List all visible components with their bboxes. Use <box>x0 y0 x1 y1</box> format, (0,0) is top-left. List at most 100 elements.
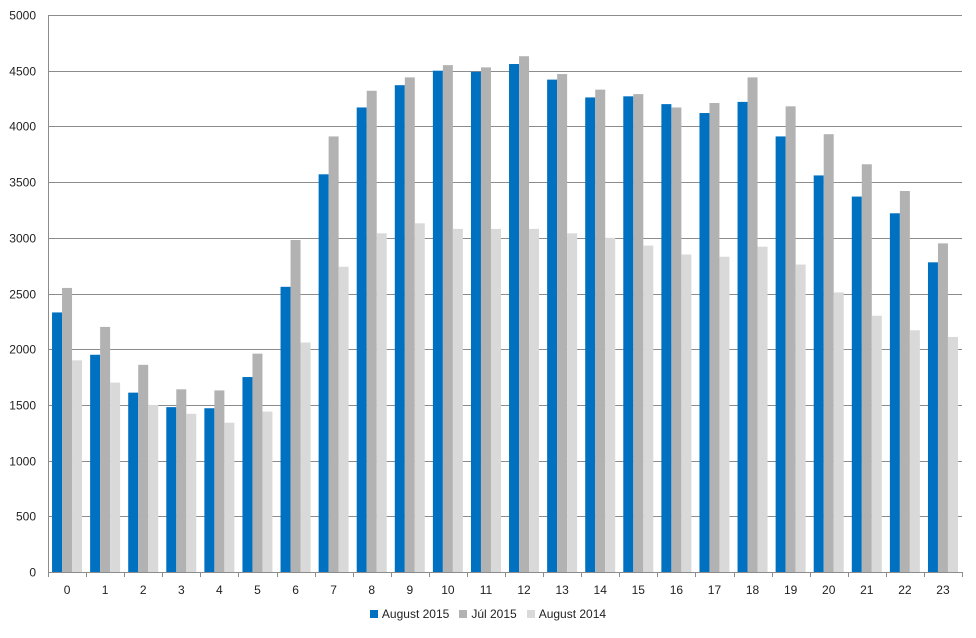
y-tick-label: 1500 <box>9 399 36 413</box>
bar <box>252 353 263 572</box>
bar <box>719 256 730 572</box>
bar <box>366 90 377 572</box>
bar <box>62 287 73 572</box>
bar <box>775 136 786 572</box>
bar <box>851 196 862 572</box>
y-tick-label: 4500 <box>9 65 36 79</box>
x-tick-label: 20 <box>822 583 836 597</box>
y-tick-label: 1000 <box>9 455 36 469</box>
bar <box>100 326 111 572</box>
bar <box>633 94 644 573</box>
bar <box>166 407 177 572</box>
x-tick-label: 18 <box>746 583 760 597</box>
legend-item: Júl 2015 <box>459 607 517 621</box>
bar <box>947 336 958 572</box>
x-tick-label: 15 <box>632 583 646 597</box>
bar <box>490 228 501 572</box>
bar <box>681 254 692 572</box>
bar <box>52 312 63 572</box>
x-tick-label: 6 <box>292 583 299 597</box>
bar <box>138 364 149 572</box>
bar <box>557 74 568 573</box>
y-tick-label: 500 <box>16 510 36 524</box>
bar <box>737 101 748 572</box>
y-tick-label: 4000 <box>9 120 36 134</box>
x-tick-label: 10 <box>441 583 455 597</box>
bar <box>176 389 187 572</box>
bar <box>186 413 197 572</box>
bar <box>927 262 938 572</box>
x-tick-label: 2 <box>140 583 147 597</box>
y-tick-label: 5000 <box>9 9 36 23</box>
bar <box>785 106 796 573</box>
legend-label: August 2015 <box>381 607 450 621</box>
bar <box>709 103 720 573</box>
bar <box>480 67 491 572</box>
bar <box>833 292 844 572</box>
bar <box>394 85 405 572</box>
legend-item: August 2014 <box>526 607 607 621</box>
y-tick-label: 2500 <box>9 288 36 302</box>
bar <box>671 107 682 572</box>
bar <box>747 77 758 572</box>
bar <box>529 228 540 572</box>
bar <box>128 392 139 572</box>
bar <box>567 233 578 572</box>
bar <box>262 411 273 572</box>
bar <box>937 243 948 572</box>
bar <box>442 65 453 572</box>
x-tick-label: 3 <box>178 583 185 597</box>
bar <box>757 246 768 572</box>
x-tick-label: 0 <box>64 583 71 597</box>
bar <box>470 71 481 573</box>
x-tick-label: 19 <box>784 583 798 597</box>
bar <box>356 107 367 572</box>
bar <box>452 228 463 572</box>
bar <box>404 77 415 572</box>
chart-legend: August 2015 Júl 2015 August 2014 <box>0 607 976 621</box>
bar <box>795 264 806 572</box>
y-tick-label: 3000 <box>9 232 36 246</box>
x-tick-label: 12 <box>517 583 531 597</box>
x-tick-label: 8 <box>368 583 375 597</box>
y-tick-label: 2000 <box>9 343 36 357</box>
bar <box>376 233 387 572</box>
bar <box>300 342 311 572</box>
bar <box>280 286 291 572</box>
bar <box>519 56 530 572</box>
x-tick-label: 7 <box>330 583 337 597</box>
bar <box>643 245 654 572</box>
bar <box>72 360 83 572</box>
x-tick-label: 5 <box>254 583 261 597</box>
y-tick-label: 3500 <box>9 176 36 190</box>
bar <box>823 134 834 572</box>
bar <box>699 113 710 573</box>
bar <box>813 175 824 572</box>
bar <box>861 164 872 572</box>
legend-swatch <box>526 610 535 618</box>
bar <box>595 89 606 572</box>
bar <box>214 390 225 572</box>
bar <box>623 96 634 573</box>
legend-swatch <box>369 610 378 618</box>
x-tick-label: 13 <box>555 583 569 597</box>
x-tick-label: 22 <box>898 583 912 597</box>
x-tick-label: 23 <box>936 583 950 597</box>
x-tick-label: 4 <box>216 583 223 597</box>
bar <box>432 70 443 572</box>
bar <box>547 79 558 572</box>
legend-swatch <box>459 610 468 618</box>
x-tick-label: 17 <box>708 583 722 597</box>
bar <box>909 330 920 572</box>
x-tick-label: 14 <box>594 583 608 597</box>
y-tick-label: 0 <box>29 566 36 580</box>
bar <box>290 240 301 572</box>
bar <box>661 104 672 573</box>
legend-label: August 2014 <box>538 607 607 621</box>
bar <box>242 377 253 572</box>
bar <box>871 315 882 572</box>
x-tick-label: 21 <box>860 583 874 597</box>
bar-chart-plot: 0 500 1000 1500 2000 2500 3000 3500 4000 4500 5000… <box>9 9 963 597</box>
x-tick-label: 9 <box>406 583 413 597</box>
